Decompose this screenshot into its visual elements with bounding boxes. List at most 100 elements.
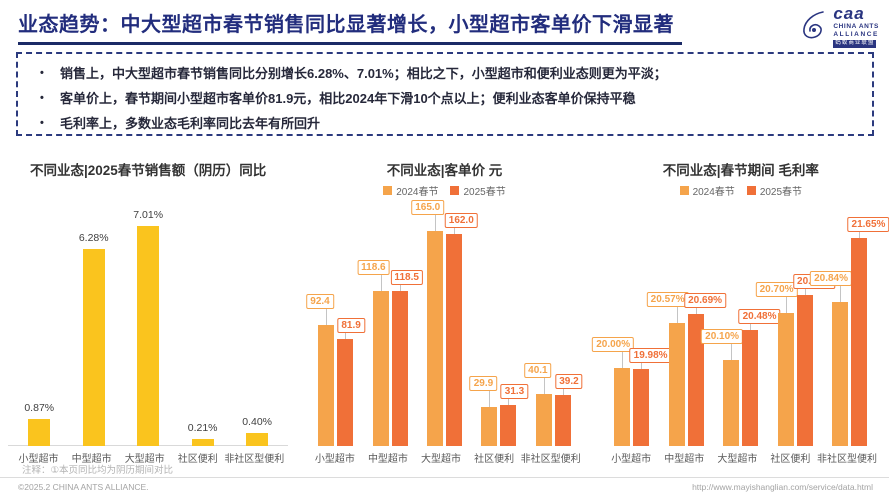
bar-slot: 0.21% xyxy=(188,211,218,446)
summary-bullet-1: • 销售上，中大型超市春节销售同比分别增长6.28%、7.01%；相比之下，小型… xyxy=(40,61,850,86)
label-leader-line xyxy=(345,333,347,339)
category-label: 中型超市 xyxy=(367,454,408,465)
bar-slot: 20.48% xyxy=(738,211,781,446)
footer-copyright: ©2025.2 CHINA ANTS ALLIANCE. xyxy=(18,482,149,492)
bar-slot: 39.2 xyxy=(554,211,583,446)
bar-2025春节-小型超市 xyxy=(337,339,354,446)
bar-2025春节-小型超市 xyxy=(633,369,650,446)
category-label: 社区便利 xyxy=(474,454,515,465)
category-label: 小型超市 xyxy=(611,454,652,465)
bar-group: 20.00% 19.98% xyxy=(592,211,672,446)
bar-2025春节-社区便利 xyxy=(796,295,813,446)
label-leader-line xyxy=(489,391,491,407)
bullet-dot-icon: • xyxy=(40,92,44,104)
label-leader-line xyxy=(380,275,382,291)
bar-2024春节-社区便利 xyxy=(777,313,794,446)
bar-group: 29.9 31.3 xyxy=(469,211,529,446)
chart-plot-area: 92.4 81.9 118.6 118.5 165.0 162.0 29.9 31.3 40.1… xyxy=(302,200,586,446)
summary-bullet-3: • 毛利率上，多数业态毛利率同比去年有所回升 xyxy=(40,111,850,136)
summary-box: • 销售上，中大型超市春节销售同比分别增长6.28%、7.01%；相比之下，小型… xyxy=(16,52,874,136)
bar-group: 118.6 118.5 xyxy=(357,211,423,446)
bullet-dot-icon: • xyxy=(40,67,44,79)
bar-slot: 20.10% xyxy=(701,211,744,446)
category-label: 非社区型便利 xyxy=(816,454,877,465)
bar-2025春节同比-非社区型便利 xyxy=(246,433,269,446)
legend-swatch-icon xyxy=(746,185,756,195)
bar-slot: 7.01% xyxy=(133,209,163,446)
bar-group: 20.70%20.93% xyxy=(755,211,835,446)
label-leader-line xyxy=(859,232,861,238)
logo-line3: 蚂蚁商业联盟 xyxy=(833,40,877,48)
bar-2024春节-小型超市 xyxy=(318,325,335,446)
bar-group: 20.84% 21.65% xyxy=(810,211,889,446)
bar-2025春节-大型超市 xyxy=(446,234,462,446)
bar-value-label: 92.4 xyxy=(306,294,334,309)
bar-value-label: 40.1 xyxy=(524,363,552,378)
chart-plot-area: 0.87% 6.28% 7.01% 0.21% 0.40% xyxy=(6,209,290,446)
category-label: 大型超市 xyxy=(717,454,758,465)
summary-bullet-1-text: 销售上，中大型超市春节销售同比分别增长6.28%、7.01%；相比之下，小型超市… xyxy=(60,66,667,81)
chart-title: 不同业态|春节期间 毛利率 xyxy=(662,163,819,178)
bar-group: 20.57% 20.69% xyxy=(646,211,727,446)
bar-value-label: 81.9 xyxy=(337,318,365,333)
bar-value-label: 21.65% xyxy=(847,217,889,232)
logo-line1: CHINA ANTS xyxy=(833,23,879,30)
bar-value-label: 118.6 xyxy=(357,260,390,275)
legend-swatch-icon xyxy=(450,185,460,195)
category-label: 小型超市 xyxy=(18,454,59,465)
bar-2025春节-中型超市 xyxy=(391,291,408,446)
summary-bullet-3-text: 毛利率上，多数业态毛利率同比去年有所回升 xyxy=(60,116,321,131)
title-underline xyxy=(18,42,682,45)
bar-slot: 20.69% xyxy=(684,211,727,446)
label-leader-line xyxy=(435,215,436,231)
bar-2024春节-大型超市 xyxy=(427,231,443,446)
bar-slot: 21.65% xyxy=(847,211,889,446)
chart-plot-area: 20.00% 19.98% 20.57% 20.69% 20.10% 20.48% 20.7… xyxy=(592,211,889,446)
bar-2025春节-大型超市 xyxy=(742,330,759,446)
bar-slot: 40.1 xyxy=(524,211,552,446)
legend-item: 2024春节 xyxy=(383,183,438,198)
label-leader-line xyxy=(695,308,697,314)
bar-slot: 0.87% xyxy=(24,211,54,446)
bar-2025春节同比-中型超市 xyxy=(82,249,105,446)
bar-value-label: 20.70% xyxy=(755,282,798,297)
bar-2025春节-中型超市 xyxy=(687,314,704,446)
bar-value-label: 0.40% xyxy=(242,416,272,428)
bar-2024春节-非社区型便利 xyxy=(832,302,849,446)
chart-category-axis: 小型超市 中型超市 大型超市 社区便利 非社区型便利 xyxy=(599,446,883,468)
bar-group: 7.01% xyxy=(121,209,175,446)
bar-2025春节同比-大型超市 xyxy=(137,226,160,446)
legend-item: 2025春节 xyxy=(450,183,506,198)
bar-group: 0.87% xyxy=(12,211,66,446)
bar-value-label: 0.87% xyxy=(24,402,55,414)
label-leader-line xyxy=(508,399,510,405)
bar-value-label: 19.98% xyxy=(629,348,672,363)
company-logo: caa CHINA ANTS ALLIANCE 蚂蚁商业联盟 xyxy=(799,5,879,48)
bar-slot: 29.9 xyxy=(469,211,498,446)
bar-group: 6.28% xyxy=(66,211,120,446)
bar-slot: 6.28% xyxy=(79,211,109,446)
bar-slot: 20.00% xyxy=(592,211,635,446)
bar-group: 20.10% 20.48% xyxy=(701,211,781,446)
chart-legend: 2024春节 2025春节 xyxy=(302,174,586,198)
bar-2024春节-中型超市 xyxy=(372,291,389,446)
logo-line2: ALLIANCE xyxy=(833,30,879,38)
bullet-dot-icon: • xyxy=(40,117,44,129)
bar-value-label: 7.01% xyxy=(133,209,164,221)
bar-slot: 118.5 xyxy=(390,211,423,446)
bar-value-label: 20.57% xyxy=(646,292,689,307)
bar-2024春节-中型超市 xyxy=(668,323,685,446)
bar-2025春节-非社区型便利 xyxy=(554,395,571,446)
bar-2025春节同比-社区便利 xyxy=(191,439,214,446)
bar-value-label: 20.84% xyxy=(810,271,853,286)
bar-value-label: 0.21% xyxy=(187,422,218,434)
label-leader-line xyxy=(562,389,564,395)
bar-value-label: 31.3 xyxy=(500,384,529,399)
category-label: 中型超市 xyxy=(71,454,112,465)
label-leader-line xyxy=(676,307,678,323)
logo-text: caa CHINA ANTS ALLIANCE 蚂蚁商业联盟 xyxy=(833,5,879,48)
bar-slot: 0.40% xyxy=(242,211,272,446)
bar-slot: 92.4 xyxy=(306,211,335,446)
label-leader-line xyxy=(622,352,624,368)
